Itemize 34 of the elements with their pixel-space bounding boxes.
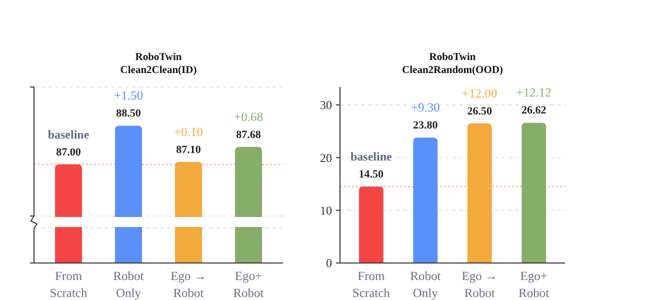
annotation: +12.12 xyxy=(516,86,552,100)
x-tick-label: From Scratch xyxy=(352,269,391,300)
annotation: +9.30 xyxy=(410,100,440,115)
data-label: 26.62 xyxy=(521,104,547,117)
x-tick-label: From Scratch xyxy=(50,269,88,300)
data-label: 88.50 xyxy=(116,108,142,120)
y-tick-label: 20 xyxy=(320,150,332,165)
y-tick-label: 0 xyxy=(326,256,332,270)
annotation: baseline xyxy=(48,127,90,142)
y-tick-label: 10 xyxy=(320,204,332,218)
data-label: 87.10 xyxy=(176,144,202,156)
bar xyxy=(358,186,384,263)
y-tick-label: 30 xyxy=(320,98,332,112)
x-tick-label: Robot Only xyxy=(113,269,144,300)
x-tick-label: Robot Only xyxy=(410,269,442,300)
annotation: +1.50 xyxy=(114,88,143,103)
data-label: 26.50 xyxy=(467,105,492,118)
chart-title: RoboTwin Clean2Clean(ID) xyxy=(120,52,198,76)
x-tick-label: Ego → Robot xyxy=(170,269,206,300)
bar xyxy=(522,122,546,263)
annotation: +0.68 xyxy=(234,110,263,124)
x-tick-label: Ego → Robot xyxy=(462,269,498,300)
data-label: 14.50 xyxy=(358,168,384,181)
annotation: +0.10 xyxy=(174,124,203,139)
x-tick-label: Ego+ Robot xyxy=(518,269,550,300)
annotation: baseline xyxy=(350,150,393,164)
data-label: 87.68 xyxy=(236,128,262,141)
data-label: 23.80 xyxy=(413,120,438,132)
bar xyxy=(413,138,438,263)
chart-title: RoboTwin Clean2Random(OOD) xyxy=(402,52,504,76)
bar xyxy=(467,123,492,263)
data-label: 87.00 xyxy=(56,146,82,158)
x-tick-label: Ego+ Robot xyxy=(233,269,264,300)
annotation: +12.00 xyxy=(462,86,498,100)
